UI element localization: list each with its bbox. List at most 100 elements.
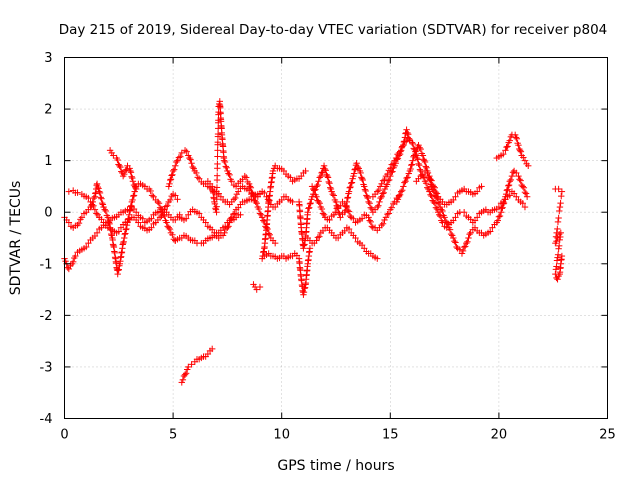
data-point <box>417 145 424 153</box>
data-point <box>179 376 187 384</box>
data-point <box>450 234 457 242</box>
data-point <box>160 211 167 218</box>
data-point <box>422 180 430 187</box>
data-point <box>435 200 443 208</box>
data-point <box>335 209 343 217</box>
data-point <box>223 164 230 171</box>
data-point <box>408 139 416 146</box>
data-point <box>214 130 222 138</box>
data-point <box>452 193 459 200</box>
data-point <box>175 154 183 161</box>
data-point <box>376 198 383 206</box>
data-point <box>313 193 320 200</box>
data-point <box>517 148 525 155</box>
data-point <box>415 160 422 168</box>
data-point <box>318 205 326 213</box>
data-point <box>164 202 171 209</box>
data-point <box>252 198 259 206</box>
data-point <box>556 203 564 211</box>
data-point <box>247 184 255 191</box>
y-tick-label: 3 <box>44 51 52 66</box>
data-point <box>93 210 100 217</box>
data-point <box>388 204 395 211</box>
data-point <box>337 202 344 209</box>
data-point <box>322 167 329 174</box>
data-point <box>116 162 123 169</box>
data-point <box>422 163 429 170</box>
data-point <box>379 190 386 197</box>
data-point <box>189 163 196 171</box>
series-track-e <box>165 147 264 208</box>
data-point <box>375 187 382 194</box>
series-track-t <box>552 185 566 283</box>
data-point <box>125 211 133 218</box>
data-point <box>311 187 318 194</box>
data-point <box>315 178 322 185</box>
data-point <box>432 189 440 196</box>
data-point <box>421 158 429 166</box>
data-point <box>554 218 562 226</box>
data-point <box>225 170 232 177</box>
y-tick-label: -3 <box>40 360 53 375</box>
data-point <box>287 174 294 181</box>
data-point <box>366 217 373 224</box>
data-point <box>120 238 127 246</box>
data-point <box>115 267 122 274</box>
data-point <box>174 157 181 164</box>
data-point <box>104 214 112 221</box>
data-point <box>379 220 387 227</box>
data-point <box>169 231 176 239</box>
data-point <box>395 192 403 199</box>
data-point <box>315 198 322 206</box>
data-point <box>496 212 504 220</box>
series-track-p <box>369 134 529 231</box>
data-point <box>128 173 135 180</box>
data-point <box>93 180 101 188</box>
data-point <box>357 169 364 177</box>
data-point <box>214 147 221 154</box>
data-point <box>419 152 427 159</box>
chart-title: Day 215 of 2019, Sidereal Day-to-day VTE… <box>59 22 608 38</box>
data-point <box>377 194 384 202</box>
data-point <box>509 169 517 176</box>
data-point <box>106 225 114 232</box>
data-point <box>432 204 440 211</box>
data-point <box>348 180 355 187</box>
data-point <box>384 210 391 218</box>
data-point <box>512 134 520 141</box>
data-point <box>121 234 128 242</box>
data-point <box>289 198 296 206</box>
data-point <box>304 209 311 216</box>
data-point <box>128 202 135 209</box>
data-point <box>127 167 134 175</box>
data-point <box>105 219 113 226</box>
data-point <box>506 137 513 144</box>
data-point <box>345 225 353 233</box>
data-point <box>420 156 427 163</box>
data-point <box>122 167 129 174</box>
data-point <box>459 247 467 255</box>
data-point <box>558 188 566 195</box>
data-point <box>384 170 391 178</box>
data-point <box>456 246 464 253</box>
data-point <box>513 135 521 142</box>
data-point <box>115 228 122 235</box>
data-point <box>358 175 366 182</box>
data-point <box>194 174 201 181</box>
data-point <box>351 166 358 173</box>
data-point <box>122 230 129 237</box>
data-point <box>365 198 372 206</box>
data-point <box>383 181 391 188</box>
data-point <box>185 363 192 371</box>
data-point <box>364 194 372 202</box>
data-point <box>126 207 133 215</box>
x-tick-label: 20 <box>491 428 508 443</box>
data-point <box>154 198 162 206</box>
data-point <box>500 150 507 158</box>
data-point <box>260 217 267 224</box>
data-point <box>416 144 423 151</box>
data-point <box>375 202 382 209</box>
series-track-n <box>304 224 381 262</box>
data-point <box>169 167 177 175</box>
data-point <box>426 188 433 195</box>
